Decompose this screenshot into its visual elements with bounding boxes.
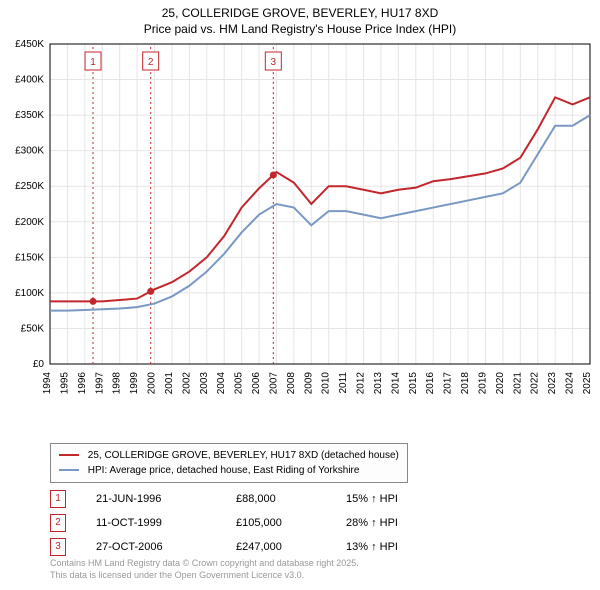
svg-text:£200K: £200K (15, 217, 44, 228)
svg-text:2009: 2009 (303, 372, 314, 395)
svg-text:£50K: £50K (21, 323, 45, 334)
svg-text:1996: 1996 (77, 372, 88, 395)
footer-text: Contains HM Land Registry data © Crown c… (50, 558, 359, 581)
svg-text:1994: 1994 (42, 372, 53, 395)
event-marker: 1 (50, 490, 66, 508)
legend-label-2: HPI: Average price, detached house, East… (88, 465, 360, 476)
svg-text:2016: 2016 (425, 372, 436, 395)
svg-text:1999: 1999 (129, 372, 140, 395)
svg-text:1: 1 (90, 57, 96, 68)
footer-line-2: This data is licensed under the Open Gov… (50, 570, 359, 582)
titles: 25, COLLERIDGE GROVE, BEVERLEY, HU17 8XD… (0, 0, 600, 36)
event-date: 21-JUN-1996 (96, 493, 236, 505)
chart-container: 25, COLLERIDGE GROVE, BEVERLEY, HU17 8XD… (0, 0, 600, 590)
svg-text:2021: 2021 (512, 372, 523, 395)
event-row: 1 21-JUN-1996£88,00015% ↑ HPI (50, 490, 446, 508)
svg-text:2024: 2024 (565, 372, 576, 395)
event-marker: 2 (50, 514, 66, 532)
svg-text:2004: 2004 (216, 372, 227, 395)
event-date: 27-OCT-2006 (96, 541, 236, 553)
svg-text:3: 3 (271, 57, 277, 68)
event-trend: 13% ↑ HPI (346, 541, 446, 553)
svg-text:2020: 2020 (495, 372, 506, 395)
chart-area: £0£50K£100K£150K£200K£250K£300K£350K£400… (50, 44, 590, 404)
svg-text:2022: 2022 (530, 372, 541, 395)
event-date: 11-OCT-1999 (96, 517, 236, 529)
event-price: £105,000 (236, 517, 346, 529)
svg-text:2010: 2010 (321, 372, 332, 395)
svg-text:£150K: £150K (15, 252, 44, 263)
svg-text:£250K: £250K (15, 181, 44, 192)
title-line-2: Price paid vs. HM Land Registry's House … (0, 22, 600, 36)
svg-text:1995: 1995 (59, 372, 70, 395)
svg-text:1997: 1997 (94, 372, 105, 395)
svg-text:2003: 2003 (199, 372, 210, 395)
event-price: £88,000 (236, 493, 346, 505)
svg-text:2015: 2015 (408, 372, 419, 395)
legend-box: 25, COLLERIDGE GROVE, BEVERLEY, HU17 8XD… (50, 443, 408, 483)
svg-text:2019: 2019 (477, 372, 488, 395)
event-marker: 3 (50, 538, 66, 556)
event-price: £247,000 (236, 541, 346, 553)
svg-text:2005: 2005 (234, 372, 245, 395)
svg-text:£300K: £300K (15, 146, 44, 157)
svg-text:2025: 2025 (582, 372, 593, 395)
legend-row-2: HPI: Average price, detached house, East… (59, 463, 399, 478)
svg-text:£400K: £400K (15, 75, 44, 86)
svg-text:1998: 1998 (112, 372, 123, 395)
svg-text:2014: 2014 (390, 372, 401, 395)
title-line-1: 25, COLLERIDGE GROVE, BEVERLEY, HU17 8XD (0, 6, 600, 20)
svg-text:£100K: £100K (15, 288, 44, 299)
svg-text:2001: 2001 (164, 372, 175, 395)
svg-text:£0: £0 (33, 359, 45, 370)
legend-swatch-1 (59, 454, 79, 456)
svg-text:£450K: £450K (15, 39, 44, 50)
svg-text:£350K: £350K (15, 110, 44, 121)
svg-text:2023: 2023 (547, 372, 558, 395)
event-trend: 15% ↑ HPI (346, 493, 446, 505)
footer-line-1: Contains HM Land Registry data © Crown c… (50, 558, 359, 570)
svg-text:2006: 2006 (251, 372, 262, 395)
svg-text:2007: 2007 (268, 372, 279, 395)
event-trend: 28% ↑ HPI (346, 517, 446, 529)
svg-text:2: 2 (148, 57, 154, 68)
event-row: 2 11-OCT-1999£105,00028% ↑ HPI (50, 514, 446, 532)
legend-swatch-2 (59, 469, 79, 471)
svg-text:2008: 2008 (286, 372, 297, 395)
event-row: 3 27-OCT-2006£247,00013% ↑ HPI (50, 538, 446, 556)
svg-text:2000: 2000 (147, 372, 158, 395)
svg-text:2002: 2002 (181, 372, 192, 395)
svg-text:2012: 2012 (356, 372, 367, 395)
svg-text:2018: 2018 (460, 372, 471, 395)
legend-label-1: 25, COLLERIDGE GROVE, BEVERLEY, HU17 8XD… (88, 450, 399, 461)
svg-text:2011: 2011 (338, 372, 349, 394)
legend-row-1: 25, COLLERIDGE GROVE, BEVERLEY, HU17 8XD… (59, 448, 399, 463)
svg-text:2017: 2017 (443, 372, 454, 395)
events-table: 1 21-JUN-1996£88,00015% ↑ HPI 2 11-OCT-1999… (50, 490, 446, 562)
chart-svg: £0£50K£100K£150K£200K£250K£300K£350K£400… (50, 44, 590, 404)
svg-text:2013: 2013 (373, 372, 384, 395)
